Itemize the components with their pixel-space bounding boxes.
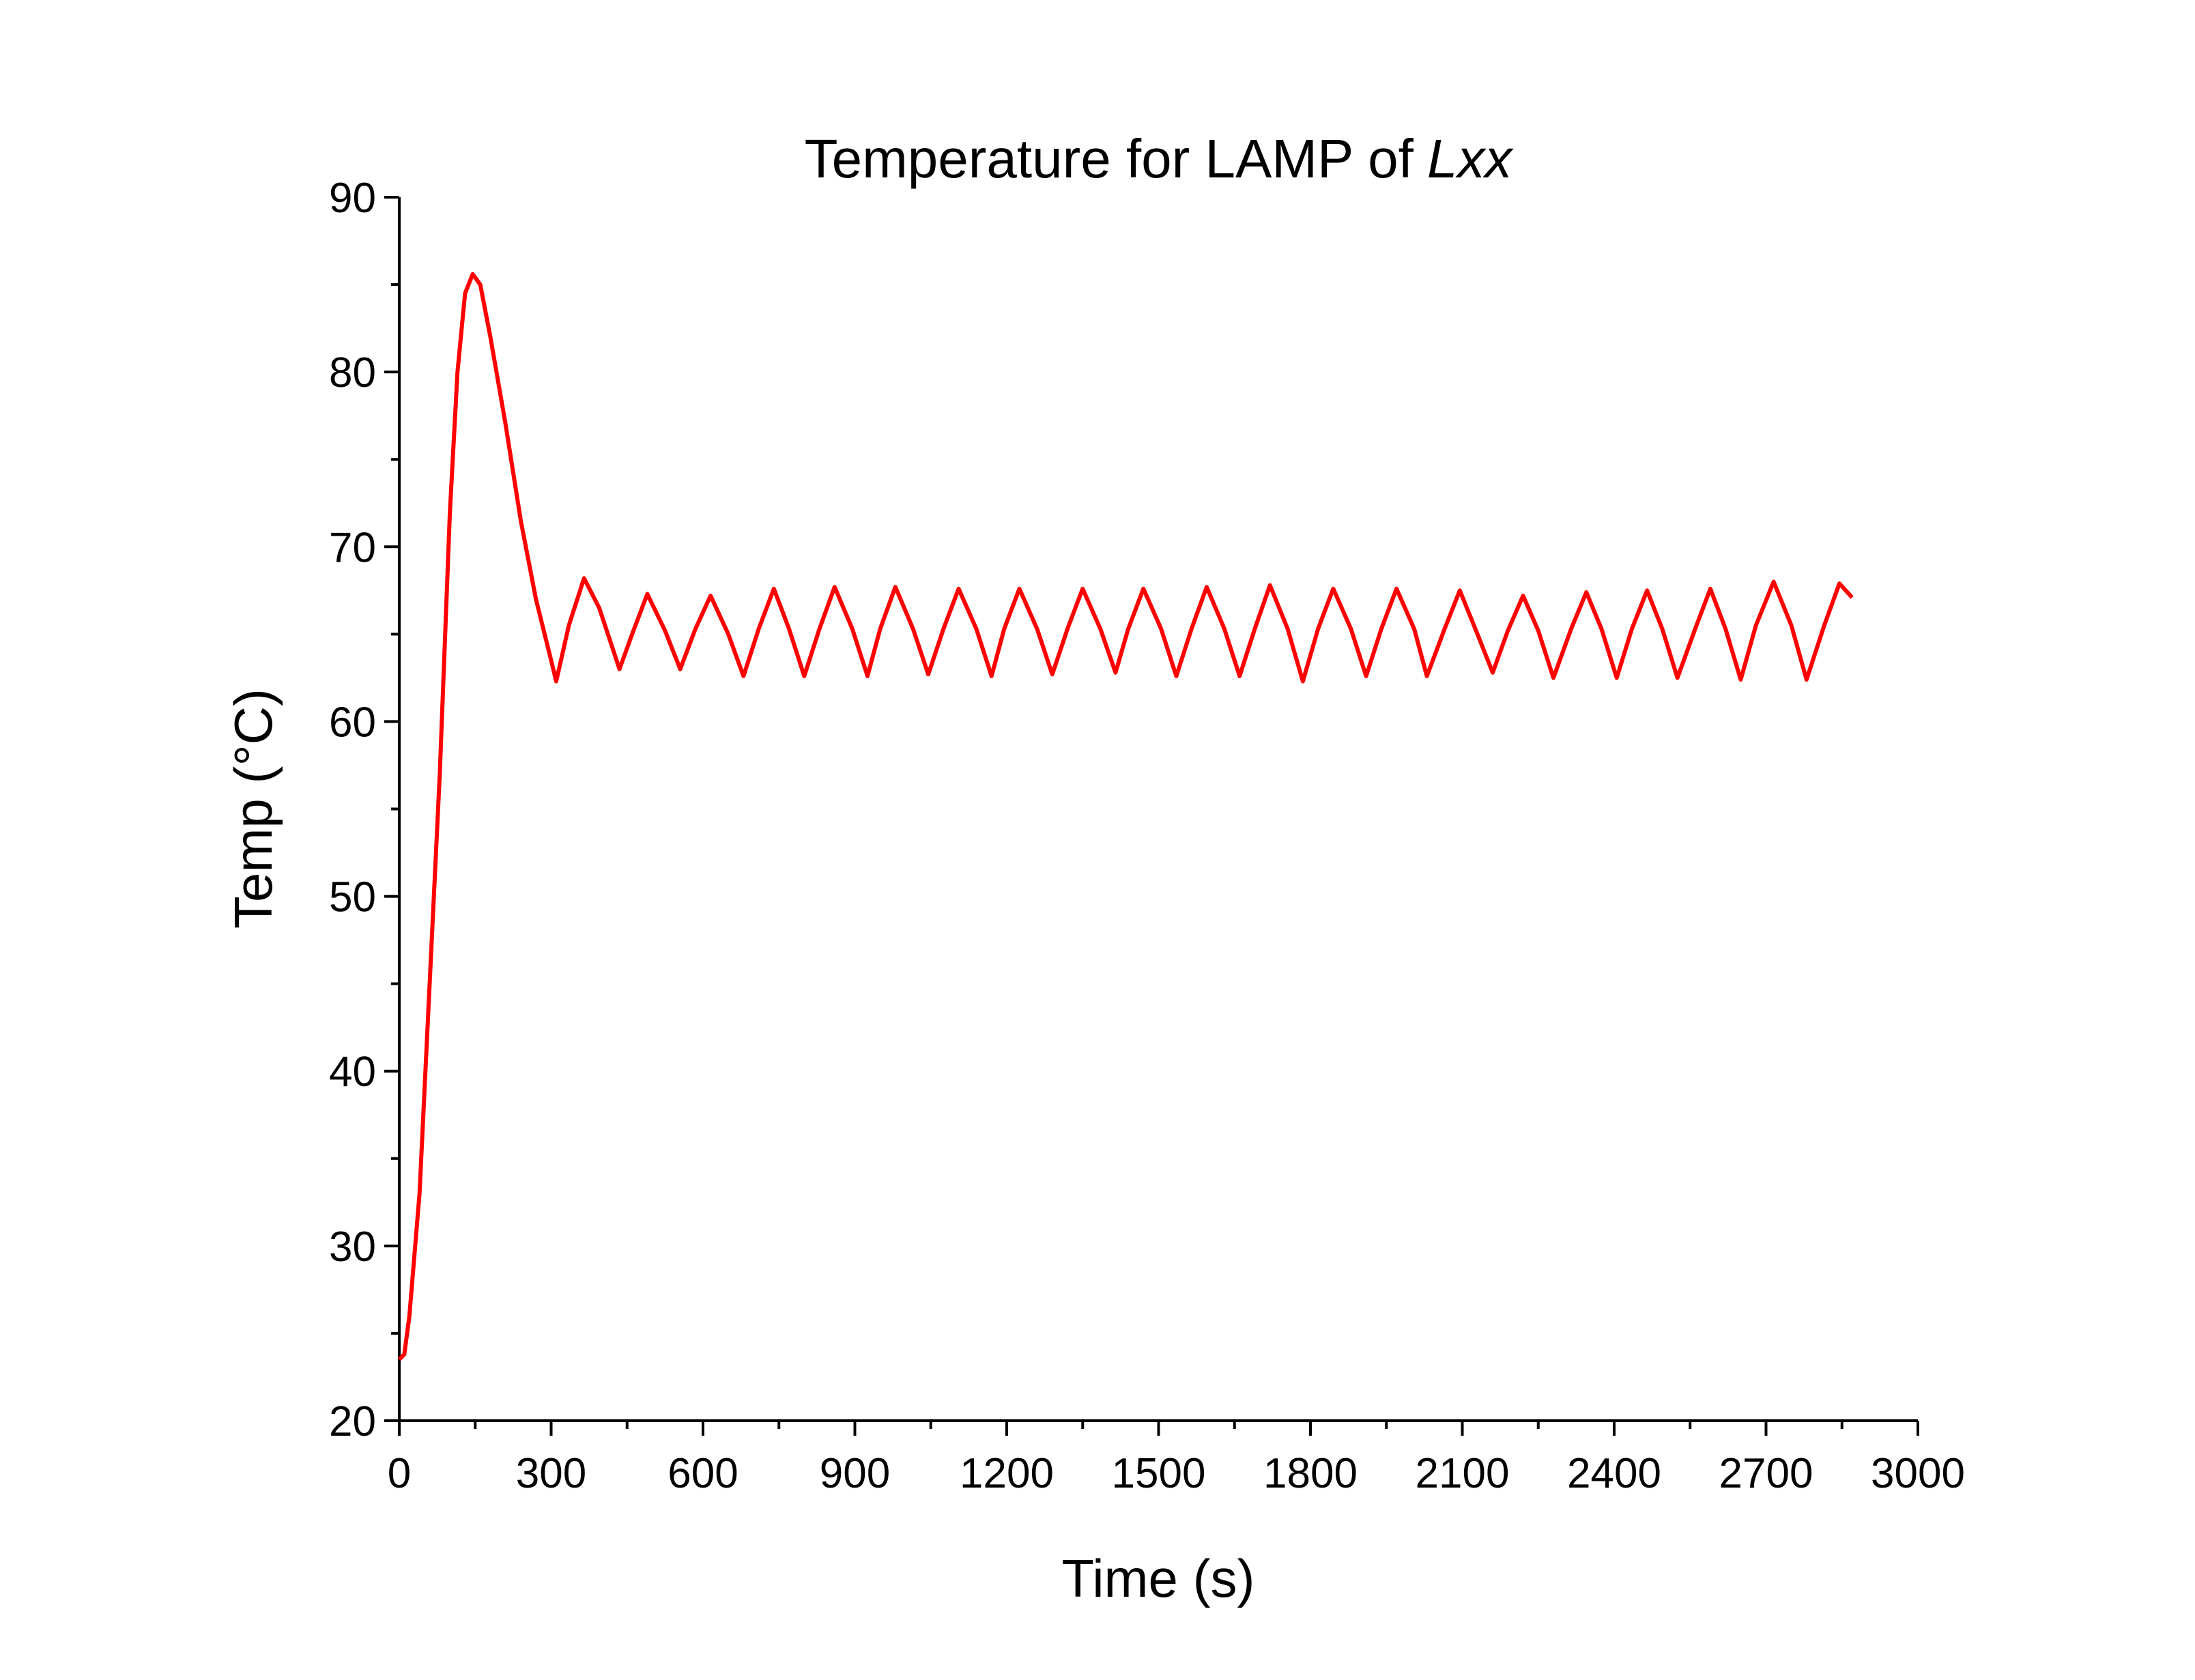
x-tick-label: 2700 [1719, 1450, 1813, 1497]
x-tick-label: 1500 [1112, 1450, 1206, 1497]
y-tick-label: 50 [329, 874, 376, 921]
y-axis-label: Temp (°C) [223, 689, 283, 929]
x-tick-label: 3000 [1871, 1450, 1965, 1497]
y-tick-label: 70 [329, 524, 376, 571]
y-tick-label: 80 [329, 349, 376, 396]
x-tick-label: 900 [820, 1450, 890, 1497]
x-tick-label: 2100 [1416, 1450, 1510, 1497]
x-tick-label: 1200 [960, 1450, 1054, 1497]
y-tick-label: 30 [329, 1223, 376, 1271]
y-tick-label: 90 [329, 175, 376, 222]
x-axis-label: Time (s) [1061, 1548, 1254, 1608]
y-tick-label: 20 [329, 1398, 376, 1445]
x-tick-label: 0 [388, 1450, 411, 1497]
title-text: Temperature for LAMP of [805, 128, 1414, 189]
y-tick-label: 40 [329, 1049, 376, 1096]
title-italic: Lxx [1427, 128, 1514, 189]
x-tick-label: 1800 [1263, 1450, 1358, 1497]
x-tick-label: 300 [516, 1450, 586, 1497]
x-tick-label: 2400 [1567, 1450, 1661, 1497]
data-line [397, 272, 1854, 1361]
y-tick-label: 60 [329, 699, 376, 746]
x-tick-label: 600 [668, 1450, 738, 1497]
chart-title: Temperature for LAMP of Lxx [805, 128, 1515, 189]
